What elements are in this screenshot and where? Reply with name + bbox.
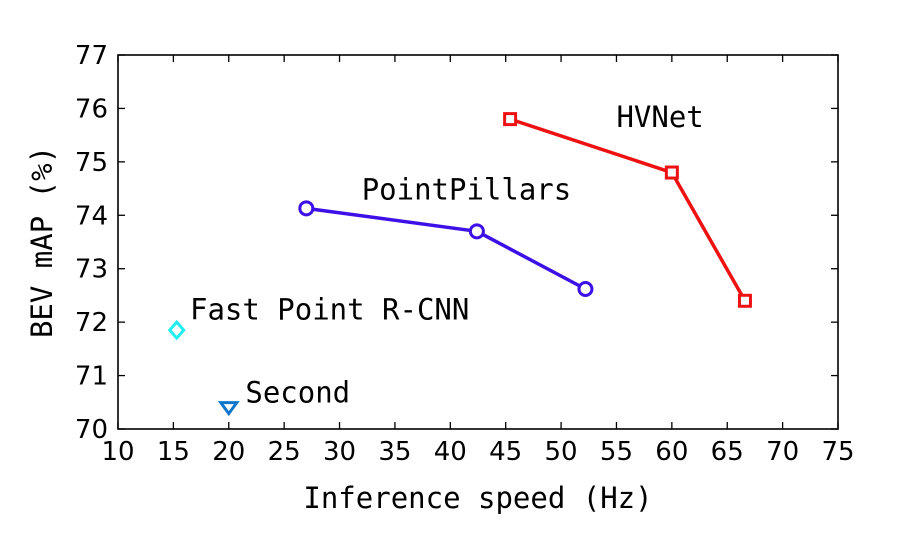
y-tick-label: 73 [75,255,108,285]
y-tick-label: 72 [75,308,108,338]
y-tick-label: 76 [75,94,108,124]
x-tick-label: 35 [378,437,411,467]
x-tick-label: 65 [711,437,744,467]
y-tick-label: 70 [75,415,108,445]
pointpillars-point [577,281,594,298]
x-tick-label: 25 [268,437,301,467]
x-tick-label: 45 [489,437,522,467]
hvnet-point [503,112,518,127]
hvnet-label: HVNet [616,100,703,134]
x-tick-label: 15 [157,437,190,467]
series-labels: HVNet PointPillars Fast Point R-CNN Second [190,100,704,409]
fast-point-r-cnn-point [167,319,186,341]
pointpillars-point [468,223,485,240]
hvnet-point [664,165,679,180]
y-tick-label: 75 [75,148,108,178]
plot-frame [117,54,839,430]
y-axis-title: BEV mAP (%) [25,146,59,338]
hvnet-line [509,117,747,302]
x-tick-label: 30 [323,437,356,467]
pointpillars-line [306,206,587,291]
x-tick-label: 50 [545,437,578,467]
fast-point-r-cnn-label: Fast Point R-CNN [190,292,469,326]
x-tick-label: 10 [101,437,134,467]
x-tick-label: 75 [821,437,854,467]
hvnet-point [737,293,752,308]
second-label: Second [245,375,350,409]
second-point [217,401,240,417]
x-axis-title: Inference speed (Hz) [303,481,652,515]
pointpillars-label: PointPillars [362,172,572,206]
pointpillars-point [298,200,315,217]
x-tick-label: 55 [600,437,633,467]
x-tick-label: 60 [655,437,688,467]
y-tick-label: 74 [75,201,108,231]
series [167,112,752,417]
x-tick-label: 40 [434,437,467,467]
x-tick-label: 20 [212,437,245,467]
x-tick-label: 70 [766,437,799,467]
y-tick-label: 71 [75,362,108,392]
y-tick-label: 77 [75,41,108,71]
ticks: 10 15 20 25 30 35 40 45 50 55 60 65 70 75 70 71 72 73 74 75… [75,41,855,467]
axes [117,54,839,430]
